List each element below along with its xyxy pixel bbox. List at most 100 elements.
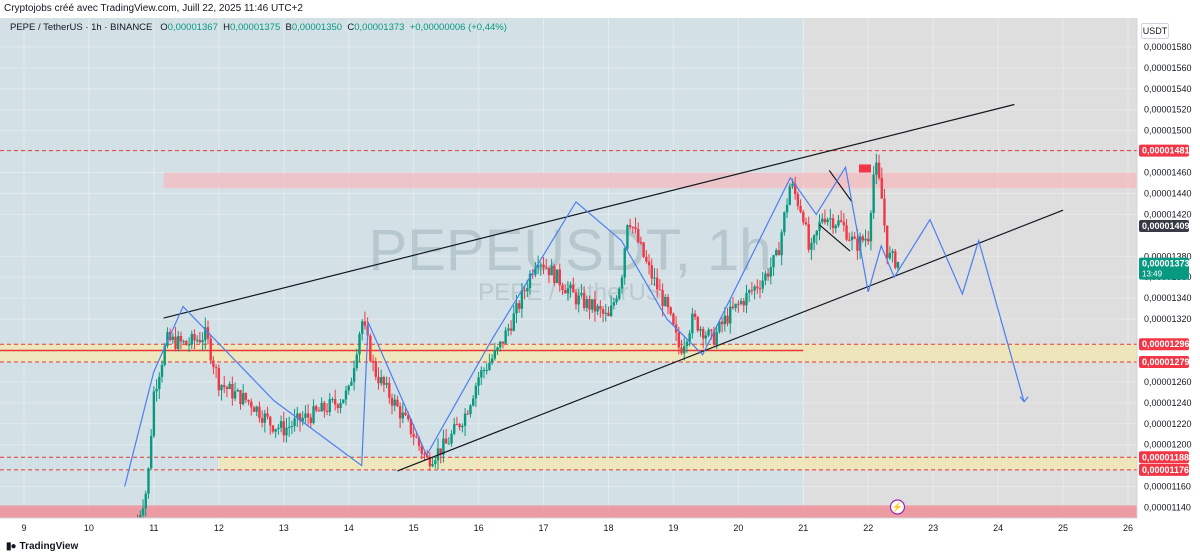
candle-body [504, 330, 507, 344]
candle-body [398, 406, 402, 419]
flag-marker-icon [858, 164, 871, 173]
candle-body [517, 303, 521, 309]
candle-body [315, 406, 318, 411]
candle-body [772, 255, 775, 268]
candle-body [482, 369, 486, 371]
drawing-lines: ⚡ [124, 103, 1064, 515]
candle-body [536, 265, 540, 268]
price-label-value: 0,00001279 [1142, 357, 1190, 367]
candle-body [160, 364, 164, 377]
candle-body [580, 293, 583, 296]
time-tick-label: 15 [409, 523, 419, 533]
candle-body [712, 330, 716, 345]
candle-body [653, 277, 656, 279]
candle-body [747, 290, 751, 293]
candle-body [325, 410, 329, 412]
price-tick-label: 0,00001500 [1144, 126, 1192, 136]
price-label-value: 0,00001481 [1142, 146, 1190, 156]
time-tick-label: 24 [993, 523, 1003, 533]
candle-body [166, 332, 169, 346]
candle-body [415, 436, 418, 438]
candle-body [631, 227, 635, 229]
candle-body [417, 437, 421, 446]
candle-body [428, 457, 432, 467]
time-tick-label: 22 [863, 523, 873, 533]
candle-body [620, 277, 624, 289]
candle-body [896, 261, 900, 268]
bottom-zone [0, 505, 1137, 518]
flag-upper-line [828, 170, 853, 203]
candle-body [821, 218, 824, 222]
time-tick-label: 17 [539, 523, 549, 533]
price-label-value: 0,00001188 [1142, 452, 1189, 462]
candle-body [815, 230, 819, 236]
candle-body [471, 398, 475, 406]
time-axis[interactable]: 9 10 11 12 13 14 15 16 17 18 19 20 21 22 23 24 25 26 [0, 517, 1137, 538]
candle-body [615, 298, 618, 303]
currency-selector[interactable]: USDT [1141, 23, 1169, 39]
candle-body [287, 426, 291, 428]
time-tick-label: 20 [733, 523, 743, 533]
candle-body [393, 399, 396, 406]
candle-body [450, 433, 453, 444]
candle-body [658, 289, 662, 291]
candle-body [228, 384, 231, 389]
candle-body [401, 412, 405, 419]
candle-body [485, 369, 488, 371]
candle-body [661, 290, 664, 307]
price-tick-label: 0,00001200 [1144, 440, 1192, 450]
candle-body [696, 317, 699, 331]
candle-body [612, 302, 616, 306]
candle-body [185, 341, 188, 346]
candle-body [753, 286, 756, 291]
candle-body [320, 402, 323, 412]
candle-body [701, 328, 705, 339]
low-label: B [285, 22, 292, 33]
candle-body [239, 390, 242, 405]
candle-body [599, 306, 602, 310]
price-tick-label: 0,00001140 [1144, 503, 1191, 513]
candle-body [799, 205, 802, 212]
chart-area[interactable]: PEPEUSDT, 1h PEPE / TetherUS ⚡ 0,0000158… [0, 18, 1200, 538]
candle-body [266, 413, 269, 417]
candle-body [279, 421, 283, 428]
candle-body [688, 333, 691, 342]
candle-body [466, 413, 469, 415]
candle-body [509, 328, 513, 331]
candle-body [872, 174, 875, 213]
price-chart[interactable]: PEPEUSDT, 1h PEPE / TetherUS ⚡ 0,0000158… [0, 18, 1200, 538]
time-tick-label: 19 [668, 523, 678, 533]
candle-body [793, 183, 797, 195]
candle-body [588, 299, 591, 310]
candle-body [623, 248, 626, 278]
candle-body [425, 454, 429, 458]
candle-body [609, 305, 613, 316]
price-label-value: 0,00001409 [1142, 221, 1190, 231]
candle-body [458, 424, 461, 428]
price-tick-label: 0,00001240 [1144, 398, 1192, 408]
flag-lower-line [819, 224, 851, 252]
price-label-badge [1139, 451, 1189, 464]
candle-body [423, 453, 426, 455]
candle-body [645, 256, 648, 262]
candle-body [647, 261, 651, 266]
candle-body [666, 297, 670, 308]
candle-body [680, 347, 683, 354]
candle-body [461, 425, 464, 428]
candle-body [810, 242, 813, 250]
candle-body [626, 225, 629, 249]
price-axis[interactable]: 0,00001580 0,00001560 0,00001540 0,00001520… [1136, 18, 1200, 538]
candle-body [442, 438, 445, 455]
low-value: 0,00001350 [291, 22, 343, 33]
candle-body [233, 391, 237, 399]
candle-body [152, 391, 156, 437]
open-label: O [160, 22, 168, 33]
candle-body [377, 376, 380, 384]
price-label-badge [1139, 338, 1189, 351]
candle-body [591, 299, 594, 310]
candle-body [312, 406, 315, 424]
candle-body [407, 415, 410, 420]
candle-body [358, 333, 361, 355]
candle-body [672, 313, 675, 325]
candle-body [412, 434, 415, 437]
